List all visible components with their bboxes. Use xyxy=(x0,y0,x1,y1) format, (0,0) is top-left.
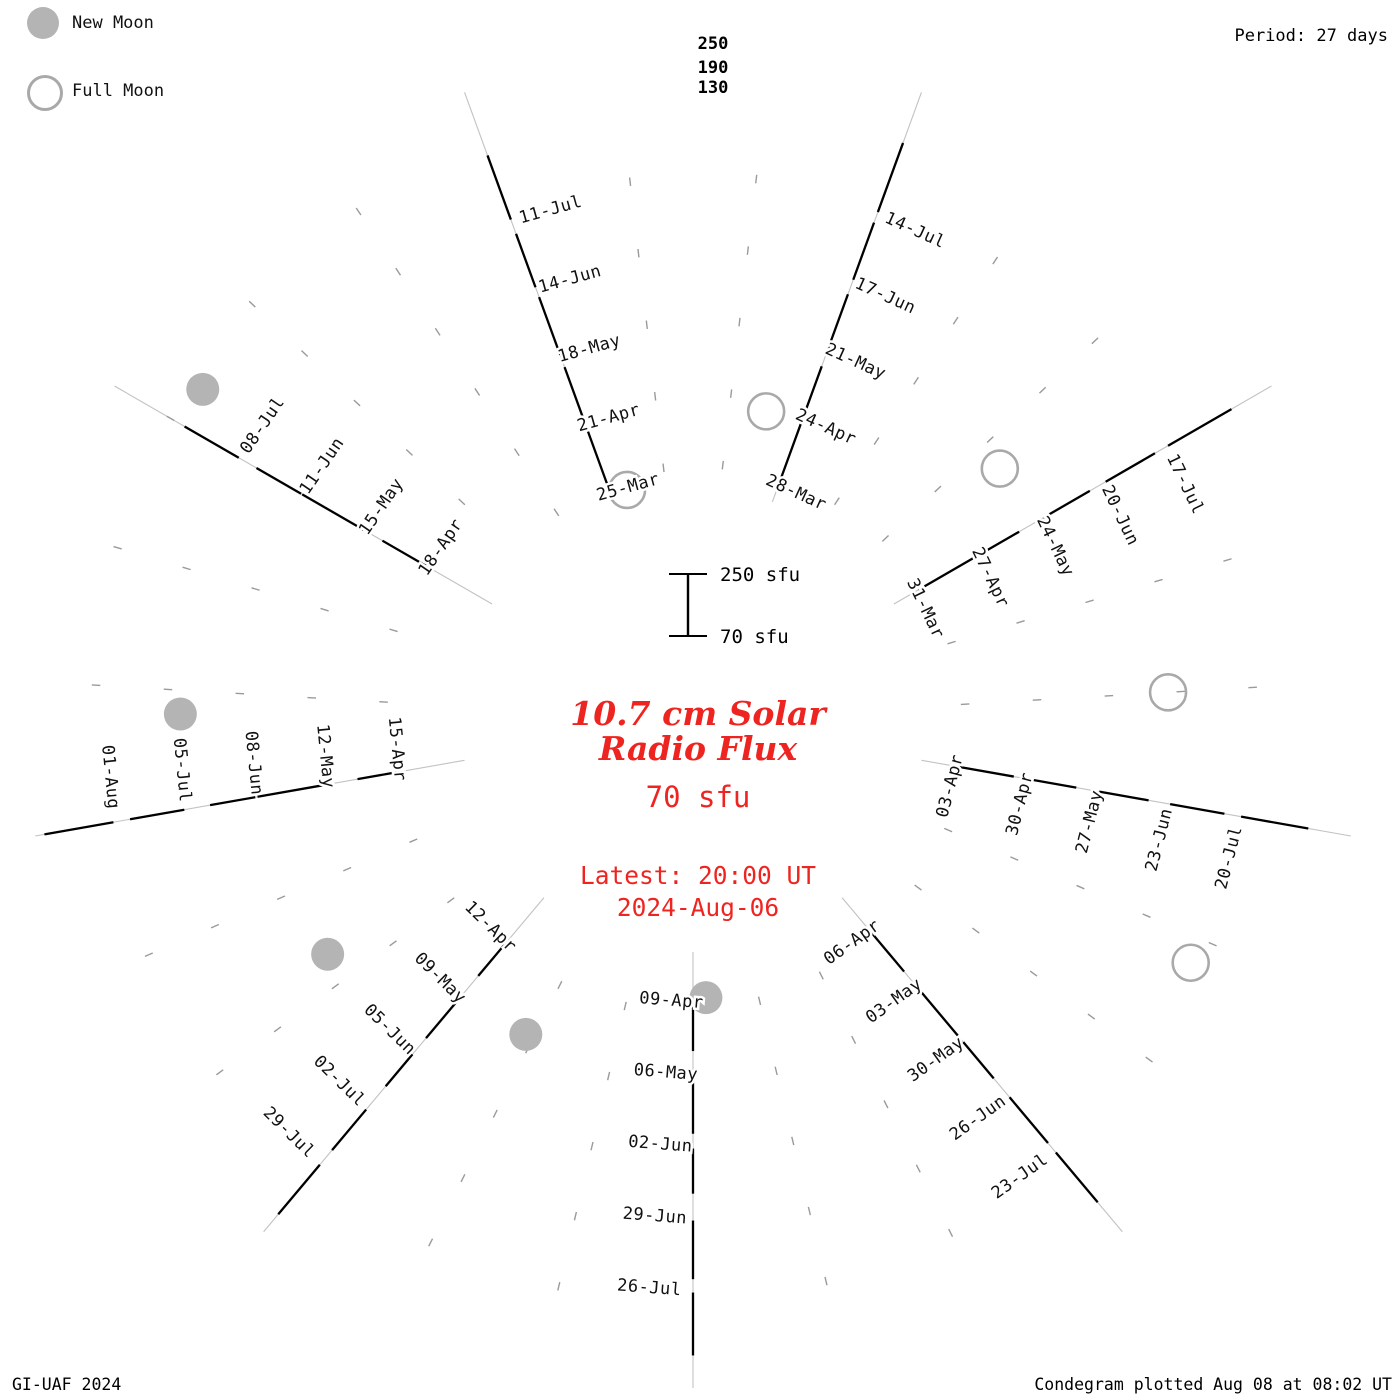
moon-markers xyxy=(163,372,1210,1051)
date-tick-label: 20-Jun xyxy=(1097,482,1143,549)
latest-measurement-time: Latest: 20:00 UT xyxy=(579,861,816,890)
full-moon-marker xyxy=(980,449,1020,488)
date-tick-label: 18-May xyxy=(556,330,623,367)
scalebar-min-label: 70 sfu xyxy=(720,626,789,648)
latest-measurement-date: 2024-Aug-06 xyxy=(616,893,780,922)
date-tick-label: 17-Jun xyxy=(852,274,919,319)
date-tick-label: 02-Jul xyxy=(309,1052,369,1111)
full-moon-marker xyxy=(607,470,647,510)
date-tick-label: 21-May xyxy=(822,339,889,384)
date-tick-label: 09-May xyxy=(410,949,470,1008)
chart-title-line2: Radio Flux xyxy=(598,729,798,768)
date-tick-label: 08-Jul xyxy=(236,393,289,457)
date-tick-label: 30-Apr xyxy=(1002,770,1037,837)
date-tick-label: 27-Apr xyxy=(967,544,1013,611)
date-tick-label: 11-Jul xyxy=(517,192,584,229)
date-tick-label: 14-Jul xyxy=(882,208,949,253)
date-tick-label: 26-Jun xyxy=(946,1091,1010,1145)
date-tick-label: 21-Apr xyxy=(575,400,642,437)
chart-center-text: 10.7 cm Solar Radio Flux 70 sfu Latest: … xyxy=(438,696,958,922)
radial-axis-label-190: 190 xyxy=(697,58,729,78)
new-moon-icon xyxy=(27,7,59,39)
full-moon-marker xyxy=(1171,943,1210,983)
new-moon-legend-label: New Moon xyxy=(72,13,154,33)
date-tick-label: 02-Jun xyxy=(627,1132,693,1157)
date-tick-label: 09-Apr xyxy=(639,988,705,1013)
credit-right: Condegram plotted Aug 08 at 08:02 UT xyxy=(1034,1375,1392,1394)
new-moon-marker xyxy=(163,697,197,731)
new-moon-marker xyxy=(311,937,345,971)
date-tick-label: 15-May xyxy=(355,474,408,538)
radial-axis-label-250: 250 xyxy=(697,34,729,54)
date-tick-label: 20-Jul xyxy=(1211,824,1246,891)
date-tick-label: 26-Jul xyxy=(616,1275,682,1300)
chart-title-line1: 10.7 cm Solar xyxy=(570,694,826,733)
full-moon-marker xyxy=(746,392,786,431)
date-tick-label: 06-Apr xyxy=(820,915,884,969)
date-tick-label: 29-Jul xyxy=(259,1103,319,1162)
current-flux-value: 70 sfu xyxy=(645,780,751,814)
date-tick-label: 24-May xyxy=(1032,513,1078,580)
radial-axis-label-130: 130 xyxy=(697,78,729,98)
full-moon-legend-label: Full Moon xyxy=(72,81,165,101)
date-tick-label: 30-May xyxy=(904,1033,968,1087)
date-tick-label: 03-May xyxy=(862,974,926,1028)
date-tick-label: 18-Apr xyxy=(414,515,467,579)
date-tick-label: 28-Mar xyxy=(763,470,830,515)
date-tick-label: 05-Jul xyxy=(169,737,195,803)
date-tick-label: 24-Apr xyxy=(792,405,859,450)
period-label: Period: 27 days xyxy=(1234,26,1388,46)
date-tick-label: 14-Jun xyxy=(536,261,603,298)
date-tick-label: 31-Mar xyxy=(902,575,948,642)
new-moon-marker xyxy=(689,981,723,1015)
date-tick-label: 06-May xyxy=(633,1060,699,1085)
flux-scalebar xyxy=(669,573,707,637)
full-moon-marker xyxy=(1148,673,1188,712)
date-tick-label: 17-Jul xyxy=(1162,451,1208,518)
date-tick-label: 05-Jun xyxy=(360,1000,420,1059)
date-ticks xyxy=(44,142,1309,1356)
date-tick-label: 23-Jun xyxy=(1142,806,1177,873)
date-tick-label: 11-Jun xyxy=(296,434,349,498)
date-tick-label: 27-May xyxy=(1072,788,1107,855)
scalebar-max-label: 250 sfu xyxy=(720,564,801,586)
date-tick-label: 01-Aug xyxy=(97,744,123,810)
new-moon-marker xyxy=(509,1017,543,1051)
new-moon-marker xyxy=(186,372,220,406)
date-tick-label: 23-Jul xyxy=(988,1150,1052,1204)
date-tick-label: 29-Jun xyxy=(622,1204,688,1229)
date-tick-label: 08-Jun xyxy=(241,730,267,796)
full-moon-icon xyxy=(27,75,63,111)
date-tick-label: 12-May xyxy=(312,723,338,789)
credit-left: GI-UAF 2024 xyxy=(12,1375,122,1394)
date-tick-label: 15-Apr xyxy=(384,716,410,782)
